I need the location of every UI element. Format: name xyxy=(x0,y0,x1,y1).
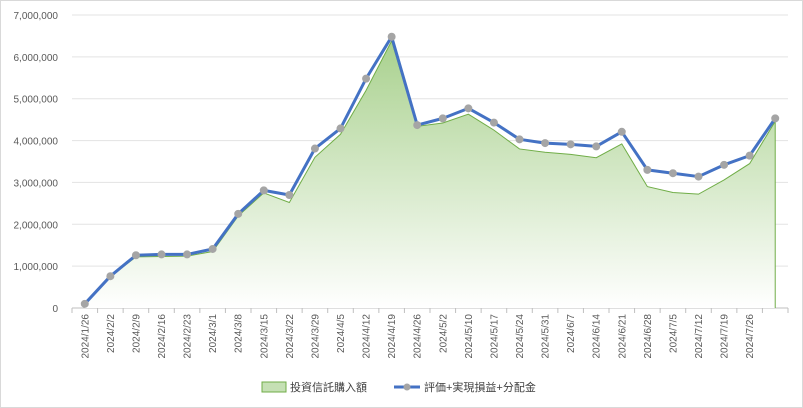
x-tick-label: 2024/5/17 xyxy=(489,314,500,359)
data-point xyxy=(668,169,677,178)
data-point xyxy=(106,272,115,281)
data-point xyxy=(771,114,780,123)
x-tick-label: 2024/3/1 xyxy=(208,314,219,353)
x-tick-label: 2024/5/31 xyxy=(541,314,552,359)
y-tick-label: 6,000,000 xyxy=(14,53,59,64)
x-tick-label: 2024/7/5 xyxy=(668,314,679,353)
data-point xyxy=(285,190,294,199)
data-point xyxy=(592,142,601,151)
y-tick-label: 0 xyxy=(52,304,58,315)
data-point xyxy=(745,151,754,160)
x-tick-label: 2024/6/21 xyxy=(617,314,628,359)
x-tick-label: 2024/6/7 xyxy=(566,314,577,353)
data-point xyxy=(336,124,345,133)
x-tick-label: 2024/7/12 xyxy=(694,314,705,359)
data-point xyxy=(489,118,498,127)
x-tick-label: 2024/4/12 xyxy=(362,314,373,359)
data-point xyxy=(515,135,524,144)
data-point xyxy=(566,140,575,149)
x-axis-ticks: 2024/1/26 2024/2/2 2024/2/9 2024/2/16 2024/2… xyxy=(80,314,756,359)
x-tick-label: 2024/6/14 xyxy=(592,314,603,359)
data-point xyxy=(464,104,473,113)
data-point xyxy=(310,144,319,153)
legend-label-area: 投資信託購入額 xyxy=(290,380,367,394)
area-series xyxy=(84,39,776,309)
data-point xyxy=(208,244,217,253)
data-point xyxy=(720,160,729,169)
data-point xyxy=(259,186,268,195)
legend-label-line: 評価+実現損益+分配金 xyxy=(424,380,536,394)
x-tick-label: 2024/3/8 xyxy=(234,314,245,353)
x-tick-label: 2024/5/10 xyxy=(464,314,475,359)
data-point xyxy=(387,32,396,41)
x-tick-label: 2024/7/19 xyxy=(720,314,731,359)
area-outline xyxy=(84,39,776,308)
data-point xyxy=(362,74,371,83)
y-tick-label: 1,000,000 xyxy=(14,262,59,273)
y-tick-label: 2,000,000 xyxy=(14,220,59,231)
y-axis-ticks: 0 1,000,000 2,000,000 3,000,000 4,000,000 5,0… xyxy=(14,11,59,315)
data-point xyxy=(80,299,89,308)
line-series xyxy=(80,32,780,308)
x-tick-label: 2024/5/24 xyxy=(515,314,526,359)
y-tick-label: 7,000,000 xyxy=(14,11,59,22)
y-tick-label: 4,000,000 xyxy=(14,137,59,148)
x-tick-label: 2024/2/16 xyxy=(157,314,168,359)
data-point xyxy=(694,172,703,181)
legend: 投資信託購入額 評価+実現損益+分配金 xyxy=(261,380,536,394)
data-point xyxy=(157,250,166,259)
x-tick-label: 2024/3/22 xyxy=(285,314,296,359)
area-fill xyxy=(84,40,776,309)
x-tick-label: 2024/6/28 xyxy=(643,314,654,359)
data-point xyxy=(131,251,140,260)
x-tick-label: 2024/5/2 xyxy=(438,314,449,353)
legend-swatch-area xyxy=(261,381,287,393)
x-tick-label: 2024/3/15 xyxy=(259,314,270,359)
x-tick-label: 2024/1/26 xyxy=(80,314,91,359)
data-point xyxy=(541,139,550,148)
data-point xyxy=(413,121,422,130)
data-point xyxy=(617,127,626,136)
x-tick-label: 2024/7/26 xyxy=(745,314,756,359)
data-point xyxy=(234,209,243,218)
x-tick-label: 2024/4/5 xyxy=(336,314,347,353)
x-tick-label: 2024/2/23 xyxy=(183,314,194,359)
x-tick-label: 2024/4/26 xyxy=(413,314,424,359)
x-tick-label: 2024/3/29 xyxy=(310,314,321,359)
data-point xyxy=(438,114,447,123)
x-tick-label: 2024/4/19 xyxy=(387,314,398,359)
x-tick-label: 2024/2/9 xyxy=(131,314,142,353)
series-line xyxy=(83,35,777,306)
legend-swatch-marker xyxy=(403,383,411,391)
x-tick-label: 2024/2/2 xyxy=(106,314,117,353)
data-point xyxy=(643,165,652,174)
y-tick-label: 3,000,000 xyxy=(14,178,59,189)
data-point xyxy=(183,250,192,259)
y-tick-label: 5,000,000 xyxy=(14,95,59,106)
